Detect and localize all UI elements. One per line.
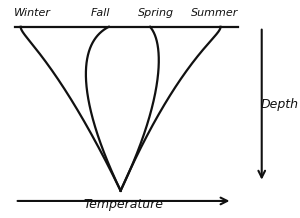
Text: Temperature: Temperature: [83, 198, 164, 211]
Text: Summer: Summer: [191, 8, 238, 18]
Text: Winter: Winter: [14, 8, 51, 18]
Text: Depth: Depth: [260, 98, 298, 111]
Text: Spring: Spring: [138, 8, 174, 18]
Text: Fall: Fall: [90, 8, 110, 18]
